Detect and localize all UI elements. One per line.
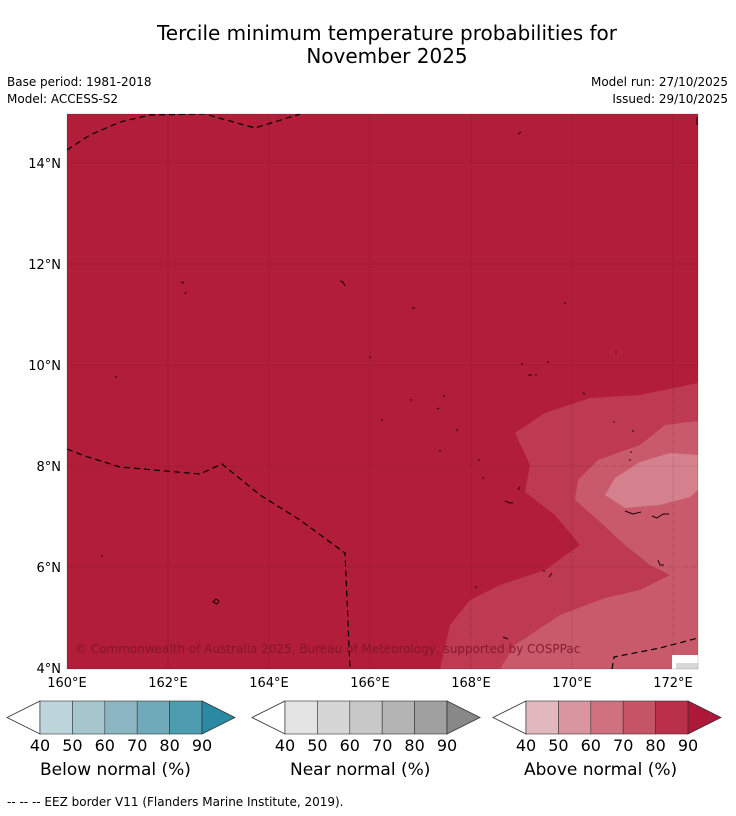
model-run: Model run: 27/10/2025 (590, 75, 728, 89)
colorbar-tick-label: 80 (159, 736, 179, 755)
lon-label: 160°E (47, 676, 87, 691)
island-dots (101, 302, 634, 588)
probability-map: © Commonwealth of Australia 2025, Bureau… (28, 113, 699, 691)
copyright-text: © Commonwealth of Australia 2025, Bureau… (75, 642, 580, 656)
colorbar-arrow-right (446, 700, 481, 735)
colorbar-tick-label: 50 (62, 736, 82, 755)
colorbar-tick-label: 80 (404, 736, 424, 755)
colorbar-arrow-left (492, 700, 527, 735)
colorbar-tick-label: 70 (613, 736, 633, 755)
lon-label: 162°E (148, 676, 188, 691)
colorbar-tick-label: 60 (95, 736, 115, 755)
colorbar-segment (317, 700, 351, 735)
title-line-2: November 2025 (306, 44, 468, 68)
model-name: Model: ACCESS-S2 (7, 92, 119, 106)
colorbar-segment (655, 700, 689, 735)
colorbar-segment (414, 700, 448, 735)
lon-label: 170°E (552, 676, 592, 691)
colorbar-segment (284, 700, 318, 735)
lat-labels: 14°N 12°N 10°N 8°N 6°N 4°N (28, 157, 61, 677)
eez-borders (67, 114, 698, 669)
colorbar-segment (39, 700, 73, 735)
colorbar-tick-label: 40 (516, 736, 536, 755)
lon-label: 164°E (249, 676, 289, 691)
islands (180, 117, 698, 640)
colorbar-segment (381, 700, 415, 735)
colorbar-tick-label: 90 (192, 736, 212, 755)
map-area: © Commonwealth of Australia 2025, Bureau… (67, 114, 698, 669)
colorbar-arrow-right (201, 700, 236, 735)
legend-label-below: Below normal (%) (40, 760, 191, 780)
colorbar-arrow-right (687, 700, 722, 735)
lat-label: 4°N (37, 662, 62, 677)
footer-note: -- -- -- EEZ border V11 (Flanders Marine… (7, 795, 344, 809)
colorbar-segment (525, 700, 559, 735)
colorbar-segment (349, 700, 383, 735)
title-line-1: Tercile minimum temperature probabilitie… (156, 21, 618, 45)
legend-label-above: Above normal (%) (524, 760, 678, 780)
lat-label: 6°N (37, 561, 62, 576)
lat-label: 8°N (37, 460, 62, 475)
colorbar-segment (558, 700, 592, 735)
colorbar-tick-label: 40 (30, 736, 50, 755)
lat-label: 10°N (28, 359, 61, 374)
colorbar-near-normal: 40 50 60 70 80 90 (251, 700, 481, 755)
page-title: Tercile minimum temperature probabilitie… (0, 22, 736, 68)
colorbar-tick-label: 70 (372, 736, 392, 755)
colorbar-arrow-left (251, 700, 286, 735)
lon-labels: 160°E 162°E 164°E 166°E 168°E 170°E 172°… (47, 676, 693, 691)
gridlines (67, 114, 698, 669)
colorbar-tick-label: 50 (548, 736, 568, 755)
colorbar-segment (104, 700, 138, 735)
lat-label: 12°N (28, 258, 61, 273)
colorbar-segment (590, 700, 624, 735)
colorbar-tick-label: 60 (340, 736, 360, 755)
colorbar-arrow-left (6, 700, 41, 735)
map-frame (66, 113, 699, 670)
colorbar-legends: 40 50 60 70 80 90 40 50 60 70 80 90 40 50 60 70 80 90 (6, 700, 722, 755)
colorbar-segment (72, 700, 106, 735)
lon-label: 166°E (350, 676, 390, 691)
meta-left: Base period: 1981-2018 Model: ACCESS-S2 (7, 74, 152, 108)
colorbar-above-normal: 40 50 60 70 80 90 (492, 700, 722, 755)
colorbar-tick-label: 90 (678, 736, 698, 755)
lat-label: 14°N (28, 157, 61, 172)
colorbar-tick-label: 50 (307, 736, 327, 755)
colorbar-below-normal: 40 50 60 70 80 90 (6, 700, 236, 755)
colorbar-tick-label: 60 (581, 736, 601, 755)
lon-label: 168°E (451, 676, 491, 691)
colorbar-tick-label: 90 (437, 736, 457, 755)
colorbar-tick-label: 40 (275, 736, 295, 755)
band-above-60 (605, 453, 698, 508)
meta-right: Model run: 27/10/2025 Issued: 29/10/2025 (591, 74, 728, 108)
colorbar-segment (136, 700, 170, 735)
legend-label-near: Near normal (%) (290, 760, 431, 780)
lon-label: 172°E (653, 676, 693, 691)
colorbar-tick-label: 80 (645, 736, 665, 755)
base-period: Base period: 1981-2018 (7, 75, 152, 89)
no-data-patch-gray (676, 663, 698, 669)
colorbar-segment (622, 700, 656, 735)
issued-date: Issued: 29/10/2025 (612, 92, 728, 106)
colorbar-segment (169, 700, 203, 735)
colorbar-tick-label: 70 (127, 736, 147, 755)
